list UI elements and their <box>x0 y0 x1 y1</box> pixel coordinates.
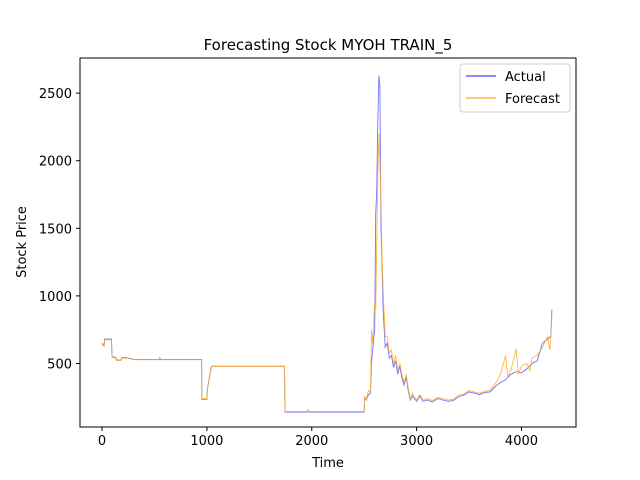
plot-area <box>79 57 577 428</box>
y-axis-label: Stock Price <box>15 206 30 278</box>
x-axis-label: Time <box>311 456 344 471</box>
x-tick-label: 0 <box>98 434 106 449</box>
x-tick-label: 2000 <box>295 434 328 449</box>
x-tick-label: 4000 <box>505 434 538 449</box>
x-tick-label: 3000 <box>400 434 433 449</box>
x-tick-label: 1000 <box>190 434 223 449</box>
y-tick-label: 2000 <box>39 155 72 170</box>
axes-frame <box>79 57 577 428</box>
legend-label-forecast: Forecast <box>505 92 560 107</box>
legend-label-actual: Actual <box>505 70 546 85</box>
series-layer <box>101 75 553 413</box>
y-tick-label: 1500 <box>39 222 72 237</box>
y-axis: 500 1000 1500 2000 2500 <box>39 87 80 372</box>
y-tick-label: 500 <box>47 357 72 372</box>
series-line-forecast <box>101 133 553 412</box>
legend: Actual Forecast <box>459 63 571 113</box>
y-tick-label: 1000 <box>39 290 72 305</box>
y-tick-label: 2500 <box>39 87 72 102</box>
x-axis: 0 1000 2000 3000 4000 <box>98 427 538 449</box>
chart-title: Forecasting Stock MYOH TRAIN_5 <box>204 36 453 55</box>
series-line-actual <box>101 75 553 413</box>
